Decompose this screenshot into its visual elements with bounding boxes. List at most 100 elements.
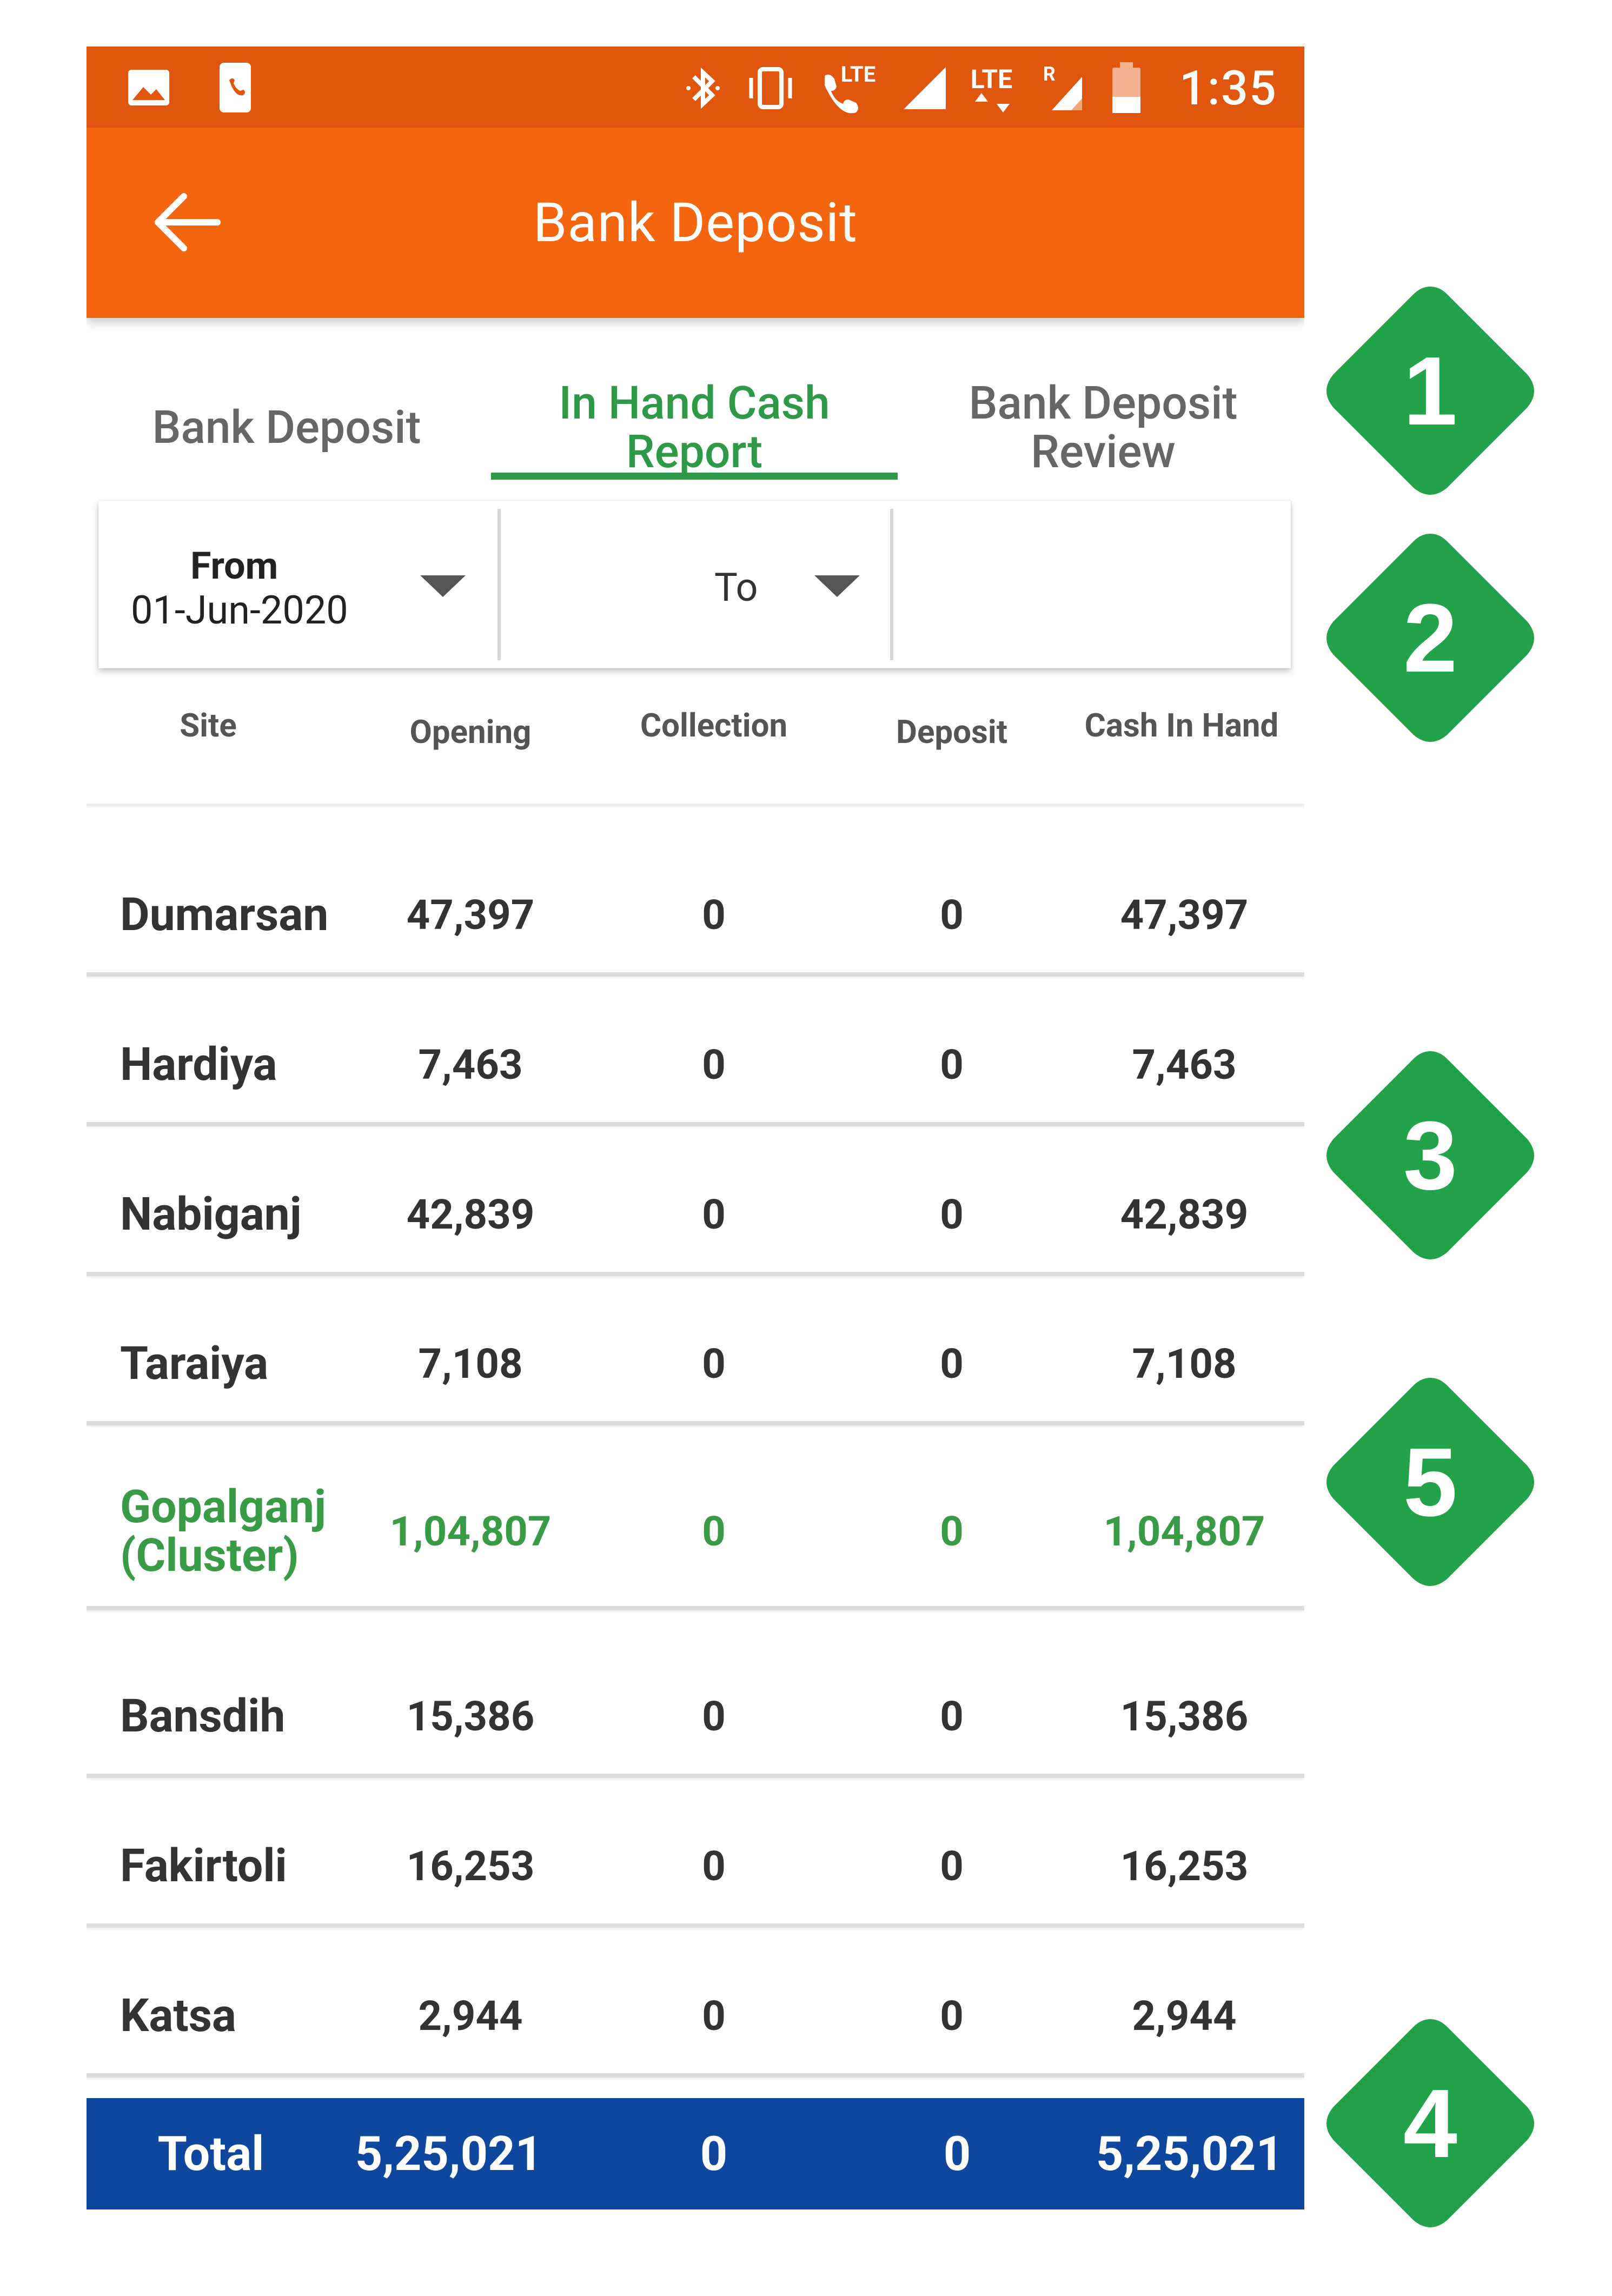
site-cell: Bansdih	[120, 1689, 286, 1743]
opening-cell: 1,04,807	[389, 1507, 552, 1556]
cash-in-hand-cell: 7,463	[1132, 1040, 1237, 1089]
empty-filter-slot	[893, 501, 1291, 668]
column-header-collection: Collection	[640, 706, 788, 745]
divider	[497, 509, 501, 660]
deposit-cell: 0	[940, 1992, 964, 2040]
row-divider	[87, 1272, 1304, 1276]
opening-cell: 2,944	[418, 1992, 523, 2040]
collection-cell: 0	[702, 1339, 726, 1388]
to-label: To	[714, 565, 758, 611]
callout-marker: 5	[1314, 1366, 1547, 1598]
collection-cell: 0	[702, 1507, 726, 1556]
app-bar: Bank Deposit	[87, 128, 1304, 318]
tab-bank-deposit-review[interactable]: Bank Deposit Review	[968, 376, 1238, 479]
phone-badge-icon	[211, 62, 260, 113]
row-divider	[87, 972, 1304, 977]
cash-in-hand-cell: 7,108	[1132, 1339, 1237, 1388]
back-button[interactable]	[151, 190, 222, 255]
row-divider	[87, 1923, 1304, 1928]
total-opening: 5,25,021	[355, 2126, 543, 2182]
opening-cell: 7,463	[418, 1040, 523, 1089]
from-date-dropdown[interactable]: From 01-Jun-2020	[98, 501, 497, 668]
site-cell: Dumarsan	[120, 888, 329, 941]
deposit-cell: 0	[940, 1842, 964, 1890]
table-row[interactable]: Taraiya 7,108 0 0 7,108	[87, 1300, 1304, 1428]
deposit-cell: 0	[940, 1507, 964, 1556]
callout-marker: 2	[1314, 522, 1547, 754]
deposit-cell: 0	[940, 1692, 964, 1741]
vibrate-icon	[749, 67, 792, 109]
volte-call-icon: LTE	[819, 62, 879, 114]
from-date-value: 01-Jun-2020	[131, 587, 348, 633]
date-filter: From 01-Jun-2020 To	[98, 501, 1291, 668]
site-cell: Gopalganj (Cluster)	[120, 1480, 326, 1582]
divider	[890, 509, 893, 660]
roaming-signal-icon: R	[1041, 63, 1090, 112]
callout-number: 5	[1403, 1428, 1458, 1537]
table-row[interactable]: Hardiya 7,463 0 0 7,463	[87, 1001, 1304, 1129]
callout-number: 2	[1403, 583, 1458, 693]
callout-marker: 3	[1314, 1039, 1547, 1272]
total-deposit: 0	[943, 2126, 971, 2182]
to-date-dropdown[interactable]: To	[501, 501, 890, 668]
opening-cell: 16,253	[406, 1842, 535, 1890]
opening-cell: 15,386	[406, 1692, 535, 1741]
battery-low-icon	[1112, 62, 1140, 113]
arrow-left-icon	[155, 193, 221, 251]
bluetooth-icon	[686, 67, 720, 109]
cash-in-hand-cell: 2,944	[1132, 1992, 1237, 2040]
column-header-cash-in-hand: Cash In Hand	[1084, 706, 1279, 745]
site-cell: Hardiya	[120, 1038, 277, 1091]
tab-in-hand-cash-report[interactable]: In Hand Cash Report	[559, 376, 830, 479]
collection-cell: 0	[702, 1692, 726, 1741]
caret-down-icon	[814, 575, 860, 597]
site-cell: Taraiya	[120, 1337, 269, 1390]
opening-cell: 7,108	[418, 1339, 523, 1388]
cash-in-hand-cell: 15,386	[1120, 1692, 1249, 1741]
page-title: Bank Deposit	[533, 191, 858, 255]
table-row[interactable]: Katsa 2,944 0 0 2,944	[87, 1952, 1304, 2080]
column-header-site: Site	[180, 706, 237, 745]
diamond-marker-shape	[1326, 534, 1534, 742]
diamond-marker-shape	[1326, 1378, 1534, 1586]
phone-screen: LTE LTE R 1:35 Bank Deposit Bank Deposit	[87, 47, 1304, 2215]
table-row[interactable]: Fakirtoli 16,253 0 0 16,253	[87, 1802, 1304, 1930]
collection-cell: 0	[702, 1992, 726, 2040]
header-divider	[87, 804, 1304, 806]
total-label: Total	[157, 2126, 264, 2182]
active-tab-indicator	[491, 473, 898, 480]
column-header-deposit: Deposit	[895, 713, 1007, 751]
row-divider	[87, 1774, 1304, 1778]
opening-cell: 42,839	[406, 1190, 535, 1239]
cash-in-hand-cell: 42,839	[1120, 1190, 1249, 1239]
opening-cell: 47,397	[406, 891, 535, 939]
cash-in-hand-cell: 1,04,807	[1103, 1507, 1265, 1556]
deposit-cell: 0	[940, 1339, 964, 1388]
tab-bar: Bank Deposit In Hand Cash Report Bank De…	[87, 330, 1304, 525]
table-row[interactable]: Dumarsan 47,397 0 0 47,397	[87, 851, 1304, 979]
callout-marker: 1	[1314, 275, 1547, 507]
callout-number: 3	[1403, 1101, 1458, 1210]
cash-in-hand-cell: 47,397	[1120, 891, 1249, 939]
table-row[interactable]: Bansdih 15,386 0 0 15,386	[87, 1653, 1304, 1780]
clock: 1:35	[1179, 60, 1277, 116]
row-divider	[87, 1421, 1304, 1425]
diamond-marker-shape	[1326, 287, 1534, 495]
callout-number: 4	[1403, 2069, 1458, 2178]
collection-cell: 0	[702, 1842, 726, 1890]
deposit-cell: 0	[940, 891, 964, 939]
tab-bank-deposit[interactable]: Bank Deposit	[152, 401, 421, 454]
total-cash-in-hand: 5,25,021	[1096, 2126, 1284, 2182]
collection-cell: 0	[702, 891, 726, 939]
signal-icon	[903, 67, 946, 109]
cash-in-hand-cell: 16,253	[1120, 1842, 1249, 1890]
table-row[interactable]: Gopalganj (Cluster) 1,04,807 0 0 1,04,807	[87, 1450, 1304, 1612]
from-label: From	[190, 544, 278, 588]
table-row[interactable]: Nabiganj 42,839 0 0 42,839	[87, 1151, 1304, 1278]
site-cell: Fakirtoli	[120, 1839, 287, 1893]
total-bar: Total 5,25,021 0 0 5,25,021	[87, 2098, 1304, 2209]
total-collection: 0	[700, 2126, 728, 2182]
site-cell: Katsa	[120, 1989, 236, 2042]
deposit-cell: 0	[940, 1040, 964, 1089]
image-icon	[124, 62, 173, 113]
